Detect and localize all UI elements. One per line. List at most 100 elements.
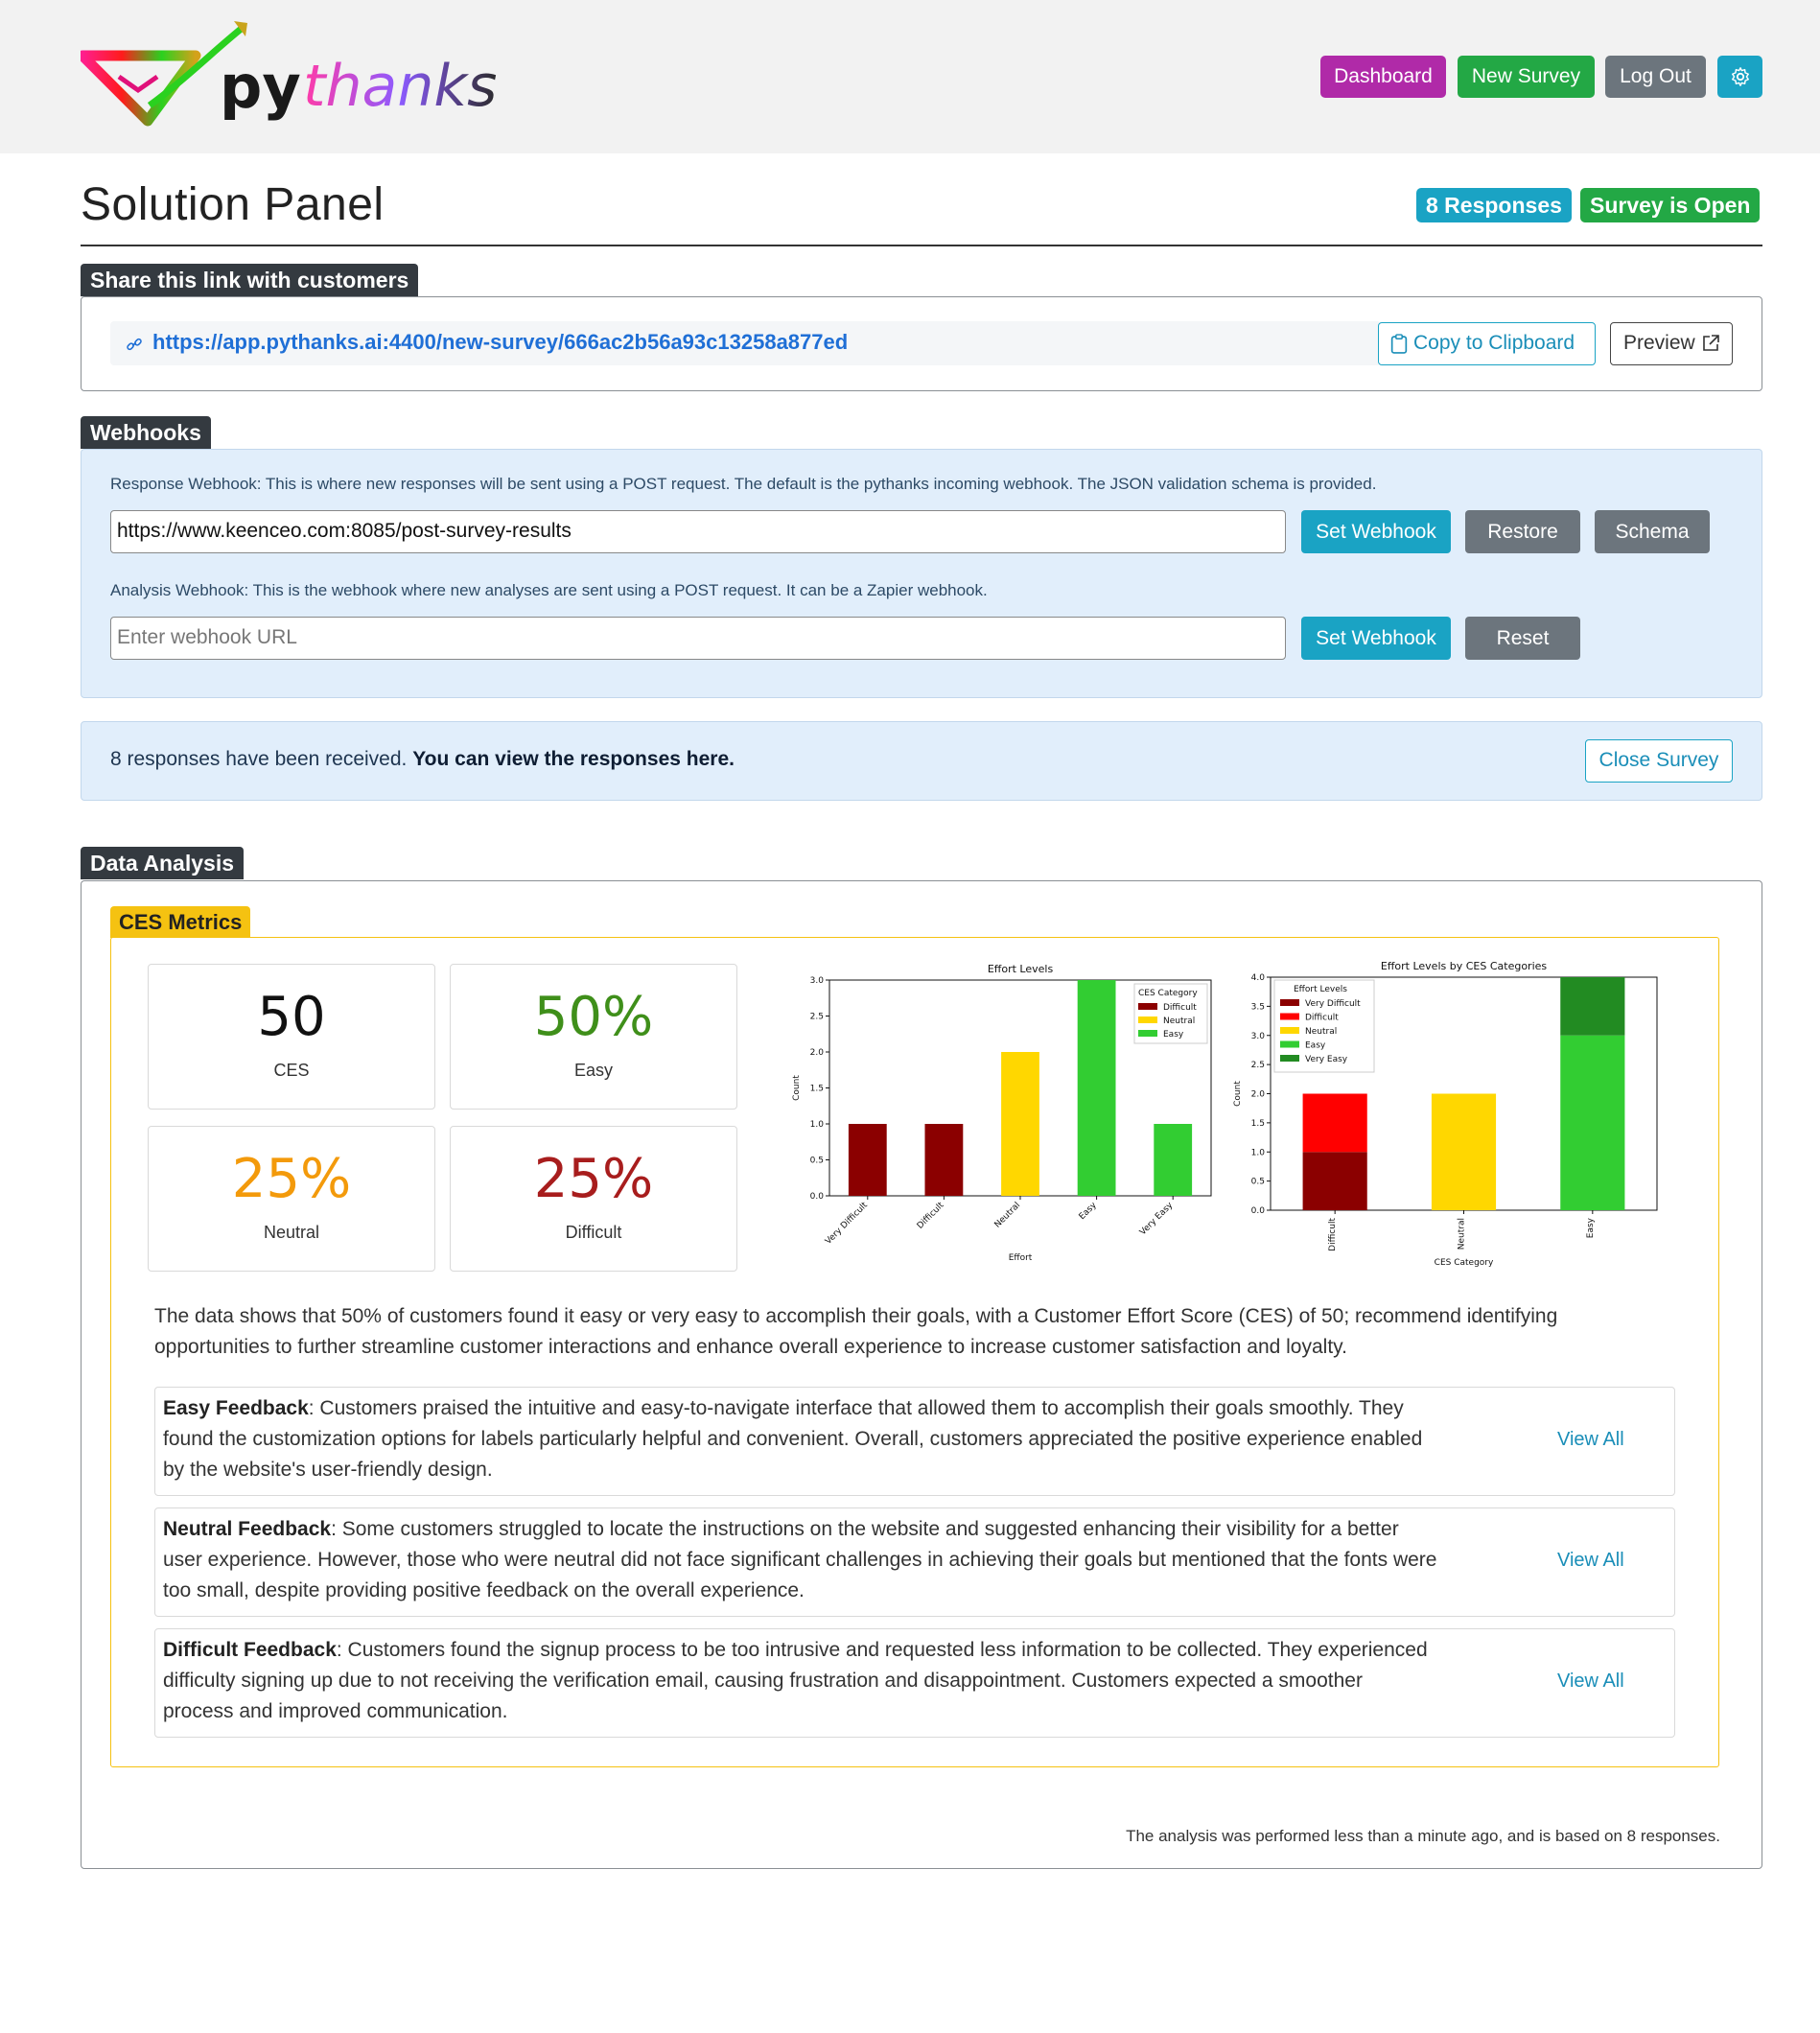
reset-webhook-button[interactable]: Reset <box>1465 617 1580 660</box>
pythanks-logo[interactable]: py thanks <box>81 21 522 129</box>
chart-bar-segment <box>1560 977 1625 1036</box>
metric-label: CES <box>273 1061 310 1080</box>
easy-feedback-card: Easy Feedback: Customers praised the int… <box>154 1387 1675 1496</box>
feedback-text: Difficult Feedback: Customers found the … <box>163 1635 1438 1727</box>
chart-bar-segment <box>1302 1093 1367 1153</box>
legend-label: Easy <box>1163 1030 1184 1040</box>
y-tick-label: 1.0 <box>1251 1148 1266 1157</box>
chart-bar <box>1001 1052 1039 1196</box>
y-tick-label: 2.5 <box>1251 1061 1265 1070</box>
responses-count-badge: 8 Responses <box>1416 188 1572 222</box>
view-all-link[interactable]: View All <box>1557 1671 1624 1692</box>
chart-bar <box>1077 980 1116 1196</box>
y-axis-label: Count <box>792 1075 802 1101</box>
legend-swatch <box>1280 1040 1299 1048</box>
y-tick-label: 2.0 <box>1251 1090 1266 1100</box>
page-title: Solution Panel <box>81 179 385 230</box>
metric-card-difficult: 25% Difficult <box>450 1126 737 1272</box>
legend-title: Effort Levels <box>1294 985 1347 994</box>
legend-swatch <box>1280 1055 1299 1062</box>
view-responses-link[interactable]: You can view the responses here. <box>412 748 735 770</box>
x-tick-label: Difficult <box>1328 1218 1338 1251</box>
feedback-title: Easy Feedback <box>163 1397 309 1419</box>
log-out-button[interactable]: Log Out <box>1605 56 1706 98</box>
x-tick-label: Neutral <box>1458 1218 1467 1250</box>
chart-title: Effort Levels <box>988 963 1054 975</box>
legend-swatch <box>1138 1003 1157 1010</box>
metric-value: 25% <box>231 1148 352 1210</box>
chart-bar-segment <box>1431 1093 1497 1210</box>
data-analysis-section-label: Data Analysis <box>81 847 244 879</box>
chart-bar-segment <box>1560 1035 1625 1210</box>
set-analysis-webhook-button[interactable]: Set Webhook <box>1301 617 1451 660</box>
difficult-feedback-card: Difficult Feedback: Customers found the … <box>154 1628 1675 1738</box>
legend-label: Very Difficult <box>1305 999 1361 1009</box>
analysis-webhook-hint: Analysis Webhook: This is the webhook wh… <box>110 581 988 599</box>
y-tick-label: 4.0 <box>1251 973 1266 983</box>
restore-webhook-button[interactable]: Restore <box>1465 510 1580 553</box>
analysis-summary: The data shows that 50% of customers fou… <box>154 1305 1558 1358</box>
x-tick-label: Easy <box>1586 1217 1596 1238</box>
metric-value: 50% <box>533 986 654 1048</box>
legend-label: Neutral <box>1163 1016 1195 1026</box>
webhooks-section-label: Webhooks <box>81 416 211 449</box>
legend-label: Very Easy <box>1305 1055 1348 1064</box>
x-tick-label: Very Difficult <box>824 1201 870 1247</box>
feedback-body: : Customers praised the intuitive and ea… <box>163 1397 1423 1481</box>
chart-bar <box>1154 1124 1193 1196</box>
schema-button[interactable]: Schema <box>1595 510 1710 553</box>
chart-title: Effort Levels by CES Categories <box>1381 960 1548 972</box>
share-link-url[interactable]: https://app.pythanks.ai:4400/new-survey/… <box>152 330 849 354</box>
preview-label: Preview <box>1623 332 1695 354</box>
legend-label: Neutral <box>1305 1027 1337 1037</box>
survey-status-badge: Survey is Open <box>1580 188 1761 222</box>
legend-swatch <box>1138 1030 1157 1037</box>
y-tick-label: 1.5 <box>810 1085 824 1094</box>
new-survey-button[interactable]: New Survey <box>1458 56 1595 98</box>
settings-button[interactable] <box>1717 56 1762 98</box>
response-webhook-input[interactable]: https://www.keenceo.com:8085/post-survey… <box>110 510 1286 553</box>
feedback-text: Easy Feedback: Customers praised the int… <box>163 1393 1438 1485</box>
copy-to-clipboard-label: Copy to Clipboard <box>1413 332 1575 354</box>
close-survey-button[interactable]: Close Survey <box>1585 739 1733 783</box>
legend-swatch <box>1280 1013 1299 1020</box>
set-response-webhook-button[interactable]: Set Webhook <box>1301 510 1451 553</box>
legend-label: Easy <box>1305 1041 1326 1051</box>
metric-value: 50 <box>257 986 326 1048</box>
title-divider <box>81 245 1762 246</box>
metric-card-easy: 50% Easy <box>450 964 737 1110</box>
y-tick-label: 0.5 <box>1251 1178 1265 1187</box>
analysis-footer-note: The analysis was performed less than a m… <box>1126 1827 1720 1845</box>
y-tick-label: 0.5 <box>810 1157 824 1166</box>
brand-thanks: thanks <box>303 53 497 120</box>
legend-swatch <box>1280 999 1299 1006</box>
metric-label: Easy <box>573 1061 614 1080</box>
copy-to-clipboard-button[interactable]: Copy to Clipboard <box>1378 322 1596 365</box>
feedback-title: Difficult Feedback <box>163 1639 337 1661</box>
analysis-webhook-input[interactable]: Enter webhook URL <box>110 617 1286 660</box>
x-tick-label: Very Easy <box>1138 1201 1176 1238</box>
responses-received-text: 8 responses have been received. <box>110 748 413 770</box>
legend-title: CES Category <box>1138 989 1198 998</box>
view-all-link[interactable]: View All <box>1557 1550 1624 1571</box>
y-tick-label: 2.0 <box>810 1048 825 1058</box>
clipboard-icon <box>1390 334 1408 354</box>
x-tick-label: Difficult <box>916 1201 946 1231</box>
y-tick-label: 0.0 <box>810 1192 825 1202</box>
brand-py: py <box>220 52 301 122</box>
preview-button[interactable]: Preview <box>1610 322 1733 365</box>
metric-value: 25% <box>533 1148 654 1210</box>
share-link-field[interactable] <box>110 321 1381 365</box>
responses-alert-text: 8 responses have been received. You can … <box>110 748 735 771</box>
dashboard-button[interactable]: Dashboard <box>1320 56 1446 98</box>
view-all-link[interactable]: View All <box>1557 1429 1624 1450</box>
top-header: py thanks Dashboard New Survey Log Out <box>0 0 1820 153</box>
metric-label: Difficult <box>565 1223 622 1242</box>
x-axis-label: Effort <box>1009 1253 1033 1263</box>
response-webhook-hint: Response Webhook: This is where new resp… <box>110 475 1377 493</box>
effort-levels-chart: Effort Levels 0.0 0.5 1.0 1.5 2.0 2.5 3.0 Count V… <box>792 963 1212 1263</box>
metric-card-neutral: 25% Neutral <box>148 1126 435 1272</box>
gear-icon <box>1731 67 1749 86</box>
y-tick-label: 3.0 <box>810 976 825 986</box>
y-tick-label: 1.5 <box>1251 1119 1265 1129</box>
